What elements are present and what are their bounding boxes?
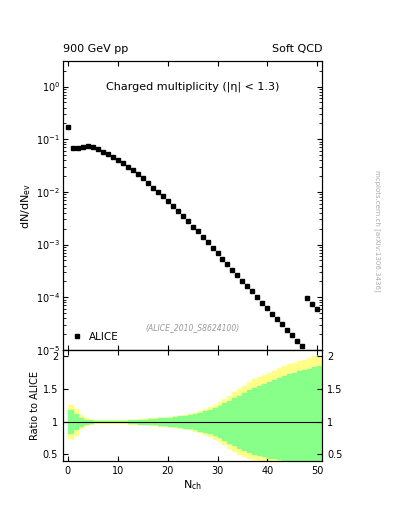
Legend: ALICE: ALICE [68,328,122,345]
Text: (ALICE_2010_S8624100): (ALICE_2010_S8624100) [145,324,240,333]
Text: Soft QCD: Soft QCD [272,44,322,54]
Y-axis label: dN/dN$_{\mathsf{ev}}$: dN/dN$_{\mathsf{ev}}$ [19,183,33,228]
Text: Charged multiplicity (|η| < 1.3): Charged multiplicity (|η| < 1.3) [106,81,279,92]
Text: 900 GeV pp: 900 GeV pp [63,44,128,54]
X-axis label: N$_{\mathsf{ch}}$: N$_{\mathsf{ch}}$ [183,478,202,492]
Text: mcplots.cern.ch [arXiv:1306.3436]: mcplots.cern.ch [arXiv:1306.3436] [374,169,381,291]
Y-axis label: Ratio to ALICE: Ratio to ALICE [30,371,40,440]
